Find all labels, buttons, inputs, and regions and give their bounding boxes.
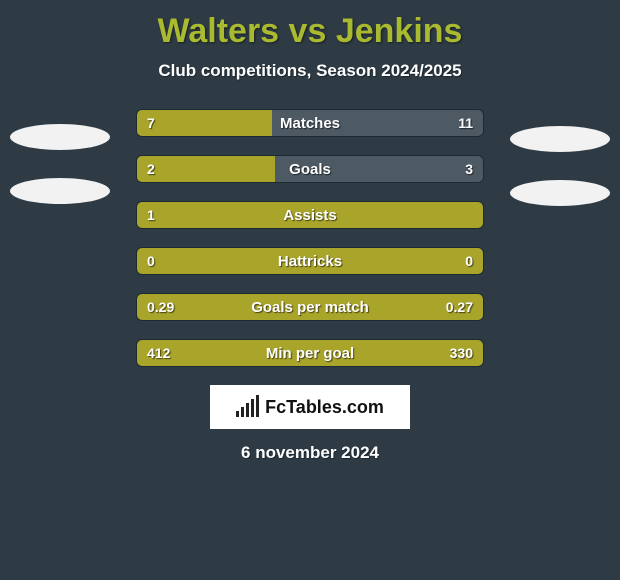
stat-label: Assists — [137, 202, 483, 228]
comparison-widget: Walters vs Jenkins Club competitions, Se… — [0, 0, 620, 580]
logo-bars-icon — [236, 397, 259, 417]
stat-value-right: 11 — [458, 110, 473, 136]
vs-text: vs — [289, 12, 327, 50]
stat-value-right: 330 — [450, 340, 473, 366]
stat-row-assists: 1Assists — [136, 201, 484, 229]
logo-text: FcTables.com — [265, 397, 384, 418]
stat-label: Goals per match — [137, 294, 483, 320]
stat-row-hattricks: 0Hattricks0 — [136, 247, 484, 275]
logo-bar-icon — [241, 407, 244, 417]
stats-area: 7Matches11 2Goals3 1Assists 0Hattricks0 0.29… — [10, 109, 610, 367]
stat-row-goals: 2Goals3 — [136, 155, 484, 183]
player-ellipse-right-2 — [510, 126, 610, 152]
stat-value-right: 3 — [465, 156, 473, 182]
stat-value-right: 0 — [465, 248, 473, 274]
player-ellipse-left-1 — [10, 178, 110, 204]
player2-name: Jenkins — [336, 12, 463, 50]
date-text: 6 november 2024 — [10, 443, 610, 463]
stat-label: Matches — [137, 110, 483, 136]
stat-label: Min per goal — [137, 340, 483, 366]
player-ellipse-right-3 — [510, 180, 610, 206]
logo-bar-icon — [251, 399, 254, 417]
stat-label: Hattricks — [137, 248, 483, 274]
stat-row-goals-per-match: 0.29Goals per match0.27 — [136, 293, 484, 321]
stat-label: Goals — [137, 156, 483, 182]
player-ellipse-left-0 — [10, 124, 110, 150]
logo-box: FcTables.com — [210, 385, 410, 429]
stat-value-right: 0.27 — [446, 294, 473, 320]
logo-bar-icon — [236, 411, 239, 417]
subtitle: Club competitions, Season 2024/2025 — [10, 61, 610, 81]
logo-bar-icon — [256, 395, 259, 417]
page-title: Walters vs Jenkins — [10, 12, 610, 51]
stat-row-min-per-goal: 412Min per goal330 — [136, 339, 484, 367]
stat-row-matches: 7Matches11 — [136, 109, 484, 137]
logo-bar-icon — [246, 403, 249, 417]
player1-name: Walters — [158, 12, 280, 50]
